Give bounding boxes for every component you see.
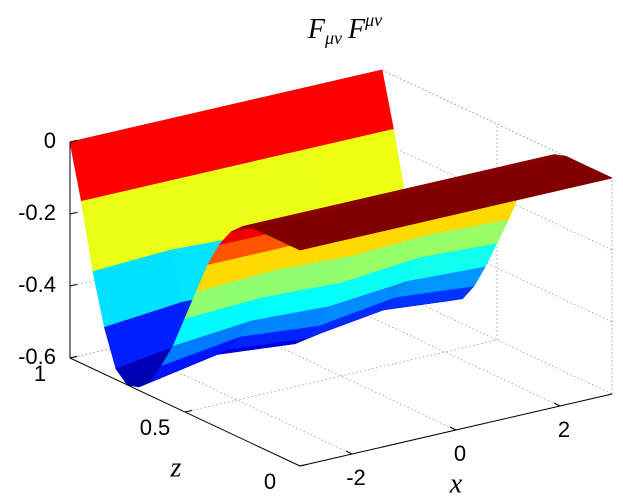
z-tick-label: -0.6 <box>18 344 56 369</box>
y-axis-label: z <box>170 452 182 483</box>
x-tick <box>449 426 457 431</box>
y-tick-label: 0 <box>264 469 276 494</box>
x-tick <box>345 450 353 455</box>
grid-line <box>184 339 498 413</box>
title-part: F <box>347 14 366 45</box>
z-tick <box>69 283 78 287</box>
y-tick-label: 1 <box>34 361 46 386</box>
x-tick-label: 0 <box>454 441 466 466</box>
y-tick <box>184 409 193 413</box>
y-tick <box>299 463 308 467</box>
z-tick <box>69 139 78 143</box>
x-tick-label: 2 <box>558 417 570 442</box>
y-tick-label: 0.5 <box>140 415 171 440</box>
title-part: μν <box>324 28 342 48</box>
z-tick <box>69 211 78 215</box>
z-tick-label: 0 <box>44 128 56 153</box>
title-part: F <box>307 14 326 45</box>
axes-layer: 0 -0.2 -0.4 -0.6 0 0.5 1 -2 0 2 <box>18 128 613 494</box>
x-axis-label: x <box>449 468 463 499</box>
surface-patch <box>288 226 379 251</box>
z-tick-label: -0.4 <box>18 272 56 297</box>
x-tick-label: -2 <box>346 465 366 490</box>
chart-title: Fμν Fμν <box>307 10 382 48</box>
title-part: μν <box>364 10 382 30</box>
surface-layer <box>69 69 613 388</box>
x-tick <box>553 402 561 407</box>
z-tick-label: -0.2 <box>18 200 56 225</box>
y-tick <box>69 355 78 359</box>
